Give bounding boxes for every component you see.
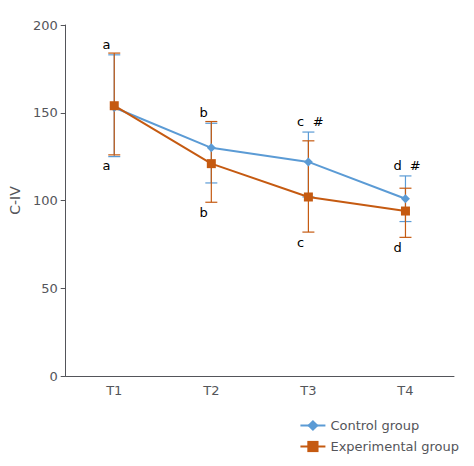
svg-text:Experimental group: Experimental group [330,439,459,454]
svg-text:d: d [394,158,402,173]
svg-text:#: # [313,114,324,129]
svg-text:C-IV: C-IV [7,186,23,215]
svg-text:a: a [102,37,110,52]
svg-text:100: 100 [33,193,58,208]
svg-text:c: c [297,235,304,250]
svg-text:0: 0 [49,369,57,384]
svg-text:b: b [199,105,207,120]
svg-text:a: a [102,158,110,173]
svg-text:50: 50 [41,281,58,296]
svg-text:T1: T1 [105,383,122,398]
svg-text:T4: T4 [396,383,413,398]
svg-text:T3: T3 [299,383,316,398]
svg-text:d: d [394,240,402,255]
svg-text:150: 150 [33,105,58,120]
svg-text:200: 200 [33,18,58,33]
svg-text:b: b [199,205,207,220]
svg-text:T2: T2 [202,383,219,398]
svg-text:c: c [297,114,304,129]
svg-text:#: # [410,158,421,173]
svg-text:Control group: Control group [330,418,419,433]
